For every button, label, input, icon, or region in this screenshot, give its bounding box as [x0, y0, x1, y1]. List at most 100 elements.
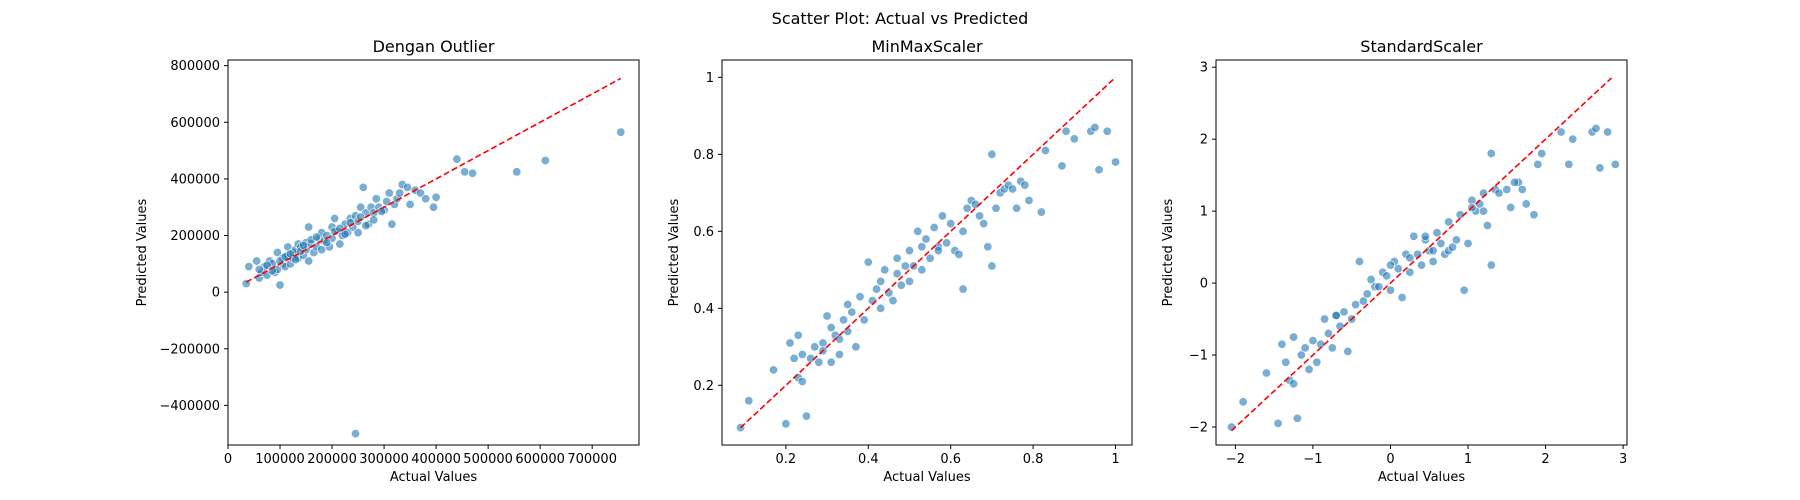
data-point	[880, 265, 890, 275]
y-tick-label: −200000	[159, 342, 220, 357]
data-point	[855, 292, 865, 302]
data-point	[872, 284, 882, 294]
data-point	[954, 249, 964, 259]
reference-line	[1230, 77, 1613, 432]
x-tick-label: 0	[1386, 452, 1394, 467]
data-point	[946, 219, 956, 229]
data-point	[1591, 123, 1601, 133]
x-tick-label: 300000	[359, 452, 409, 467]
x-tick-label: 400000	[411, 452, 461, 467]
data-point	[847, 307, 857, 317]
data-point	[797, 376, 807, 386]
x-tick-label: 700000	[567, 452, 617, 467]
data-point	[402, 182, 412, 192]
data-point	[863, 257, 873, 267]
data-point	[979, 219, 989, 229]
data-point	[1036, 207, 1046, 217]
data-point	[937, 211, 947, 221]
data-point	[925, 253, 935, 263]
data-point	[1012, 203, 1022, 213]
x-tick-label: 0.6	[940, 452, 961, 467]
data-point	[1494, 188, 1504, 198]
data-point	[1057, 161, 1067, 171]
data-point	[1479, 206, 1489, 216]
data-point	[405, 199, 415, 209]
data-point	[1292, 413, 1302, 423]
data-point	[1090, 122, 1100, 132]
x-tick-label: 0.8	[1023, 452, 1044, 467]
data-point	[350, 429, 360, 439]
data-point	[460, 167, 470, 177]
data-point	[1459, 285, 1469, 295]
x-tick-label: 0	[224, 452, 232, 467]
data-point	[1448, 242, 1458, 252]
y-tick-label: 0.2	[693, 379, 714, 394]
data-point	[254, 264, 264, 274]
data-point	[1296, 350, 1306, 360]
subplot-title: MinMaxScaler	[871, 37, 983, 56]
data-point	[340, 229, 350, 239]
data-point	[291, 255, 301, 265]
data-point	[876, 303, 886, 313]
y-tick-label: 3	[1200, 61, 1208, 76]
data-point	[822, 311, 832, 321]
x-tick-label: 0.4	[858, 452, 879, 467]
data-point	[810, 342, 820, 352]
data-point	[1502, 185, 1512, 195]
data-point	[1277, 339, 1287, 349]
data-point	[1040, 145, 1050, 155]
x-tick-label: 2	[1541, 452, 1549, 467]
axes-frame	[721, 59, 1133, 446]
data-point	[806, 353, 816, 363]
data-point	[958, 226, 968, 236]
data-point	[1339, 307, 1349, 317]
x-tick-label: 600000	[515, 452, 565, 467]
data-point	[900, 261, 910, 271]
data-point	[272, 248, 282, 258]
data-point	[275, 280, 285, 290]
data-point	[1417, 260, 1427, 270]
data-point	[317, 245, 327, 255]
axes-frame	[227, 59, 640, 446]
data-point	[1444, 217, 1454, 227]
data-point	[834, 334, 844, 344]
data-point	[892, 269, 902, 279]
data-point	[797, 350, 807, 360]
data-point	[1020, 180, 1030, 190]
plot-area	[1227, 77, 1620, 432]
data-point	[384, 188, 394, 198]
x-tick-label: −2	[1226, 452, 1245, 467]
data-point	[904, 246, 914, 256]
data-point	[1486, 149, 1496, 159]
data-point	[942, 238, 952, 248]
data-point	[826, 323, 836, 333]
data-point	[1238, 397, 1248, 407]
data-point	[1261, 368, 1271, 378]
y-tick-label: 400000	[170, 172, 220, 187]
data-point	[330, 214, 340, 224]
x-axis-label: Actual Values	[1378, 470, 1466, 485]
data-point	[512, 167, 522, 177]
data-point	[958, 284, 968, 294]
data-point	[1517, 185, 1527, 195]
y-axis-label: Predicted Values	[667, 198, 682, 306]
data-point	[1603, 127, 1613, 137]
data-point	[1300, 343, 1310, 353]
x-tick-label: 100000	[255, 452, 305, 467]
data-point	[1482, 221, 1492, 231]
y-tick-label: 1	[706, 71, 714, 86]
data-point	[1320, 314, 1330, 324]
data-point	[818, 338, 828, 348]
data-point	[1094, 165, 1104, 175]
data-point	[1351, 300, 1361, 310]
data-point	[1568, 134, 1578, 144]
data-point	[252, 256, 262, 266]
x-tick-label: 1	[1464, 452, 1472, 467]
data-point	[1510, 177, 1520, 187]
data-point	[892, 253, 902, 263]
data-point	[1428, 246, 1438, 256]
data-point	[888, 296, 898, 306]
data-point	[1069, 134, 1079, 144]
data-point	[1382, 271, 1392, 281]
data-point	[1312, 357, 1322, 367]
